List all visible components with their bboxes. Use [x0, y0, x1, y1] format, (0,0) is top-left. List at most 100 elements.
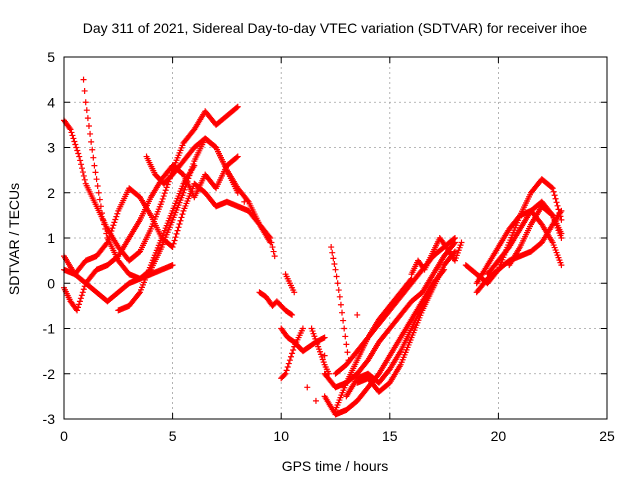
data-point: [160, 193, 167, 200]
data-point: [172, 234, 179, 241]
data-point: [72, 141, 79, 148]
data-point: [158, 198, 165, 205]
data-point: [171, 237, 178, 244]
y-tick-label: 4: [47, 94, 55, 110]
data-point: [88, 138, 95, 145]
data-point: [111, 219, 118, 226]
data-point: [107, 230, 114, 237]
data-point: [114, 210, 121, 217]
data-point: [92, 169, 99, 176]
track-20: [408, 235, 465, 278]
data-point: [450, 240, 457, 247]
data-point: [289, 350, 296, 357]
data-point: [553, 199, 560, 206]
data-point: [66, 125, 73, 132]
data-point: [281, 371, 288, 378]
data-point: [71, 138, 78, 145]
data-point: [291, 289, 298, 296]
data-point: [286, 357, 293, 364]
data-point: [336, 293, 343, 300]
data-point: [548, 211, 555, 218]
data-point: [549, 185, 556, 192]
data-points: [61, 76, 565, 418]
data-point: [162, 187, 169, 194]
track-25: [506, 203, 565, 269]
data-point: [96, 196, 103, 203]
data-point: [558, 262, 565, 269]
data-point: [69, 132, 76, 139]
data-point: [78, 292, 85, 299]
data-point: [269, 244, 276, 251]
track-5: [61, 253, 176, 305]
track-19: [321, 239, 458, 391]
data-point: [80, 76, 87, 83]
y-tick-label: 1: [47, 230, 55, 246]
data-point: [176, 221, 183, 228]
data-point: [76, 153, 83, 160]
data-point: [451, 239, 458, 246]
x-tick-label: 10: [273, 428, 289, 444]
data-point: [177, 217, 184, 224]
track-22: [473, 207, 565, 287]
chart-title: Day 311 of 2021, Sidereal Day-to-day VTE…: [83, 20, 588, 36]
outlier-point: [241, 198, 248, 205]
data-point: [82, 99, 89, 106]
data-point: [109, 225, 116, 232]
data-point: [550, 188, 557, 195]
data-point: [175, 224, 182, 231]
data-point: [102, 225, 109, 232]
data-point: [233, 104, 240, 111]
data-point: [89, 146, 96, 153]
data-point: [113, 213, 120, 220]
data-point: [552, 195, 559, 202]
y-tick-label: 5: [47, 49, 55, 65]
data-point: [104, 239, 111, 246]
data-point: [80, 286, 87, 293]
data-point: [76, 298, 83, 305]
data-point: [329, 249, 336, 256]
track-10: [278, 325, 328, 355]
track-6: [115, 162, 198, 314]
track-11: [282, 271, 298, 296]
track-1: [61, 103, 241, 264]
outlier-point: [321, 352, 328, 359]
data-point: [331, 261, 338, 268]
data-point: [233, 154, 240, 161]
data-point: [103, 240, 110, 247]
data-point: [77, 157, 84, 164]
data-point: [299, 325, 306, 332]
data-point: [73, 144, 80, 151]
data-point: [244, 197, 251, 204]
data-point: [75, 150, 82, 157]
data-point: [458, 239, 465, 246]
data-point: [70, 135, 77, 142]
data-point: [67, 126, 74, 133]
data-point: [339, 309, 346, 316]
data-point: [270, 248, 277, 255]
data-point: [283, 367, 290, 374]
data-point: [78, 165, 85, 172]
data-point: [80, 172, 87, 179]
data-point: [178, 214, 185, 221]
data-point: [340, 317, 347, 324]
x-axis-label: GPS time / hours: [282, 458, 389, 474]
data-point: [90, 154, 97, 161]
data-point: [181, 186, 188, 193]
data-point: [79, 289, 86, 296]
data-point: [94, 182, 101, 189]
data-point: [110, 222, 117, 229]
data-point: [290, 346, 297, 353]
data-point: [335, 287, 342, 294]
data-point: [288, 311, 295, 318]
data-point: [334, 280, 341, 287]
outlier-point: [312, 397, 319, 404]
data-point: [333, 273, 340, 280]
data-point: [75, 301, 82, 308]
data-point: [106, 233, 113, 240]
data-point: [68, 129, 75, 136]
data-point: [287, 353, 294, 360]
data-point: [169, 244, 176, 251]
data-point: [159, 195, 166, 202]
data-point: [87, 130, 94, 137]
